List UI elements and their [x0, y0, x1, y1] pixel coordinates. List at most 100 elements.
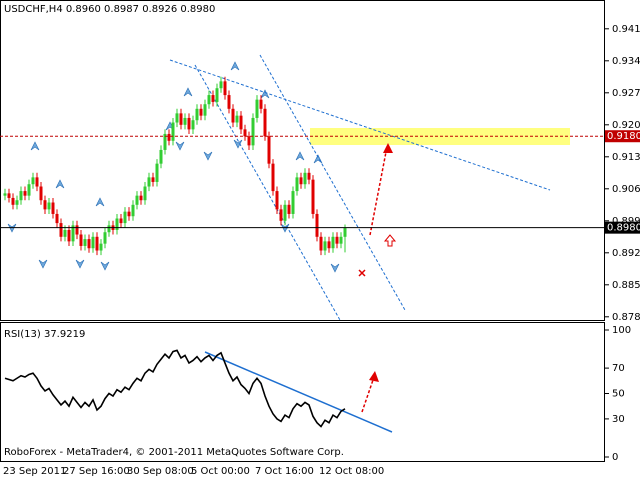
- fractals: [7, 61, 340, 273]
- candle-body: [271, 163, 275, 192]
- candle-body: [223, 81, 227, 96]
- candle-body: [319, 236, 323, 251]
- candle-body: [179, 113, 183, 125]
- candle-body: [283, 204, 287, 221]
- candle-body: [187, 117, 191, 130]
- candle-body: [267, 136, 271, 164]
- candle-body: [311, 179, 315, 214]
- fractal: [30, 141, 40, 151]
- footer: RoboForex - MetaTrader4, © 2001-2011 Met…: [4, 447, 344, 458]
- fractal: [203, 151, 213, 161]
- y-tick-label: 0: [612, 452, 618, 463]
- x-tick-label: 5 Oct 00:00: [191, 466, 250, 477]
- candle-body: [43, 200, 47, 210]
- candle-body: [247, 136, 251, 146]
- candle-body: [11, 197, 15, 205]
- price-panel: [0, 0, 605, 321]
- chart-title: USDCHF,H4 0.8960 0.8987 0.8926 0.8980: [4, 4, 215, 15]
- candle-body: [79, 234, 83, 246]
- candle-body: [47, 202, 51, 210]
- candle-body: [191, 120, 195, 130]
- fractal: [175, 141, 185, 151]
- candle-body: [339, 236, 343, 244]
- candle-body: [227, 95, 231, 109]
- candle-body: [235, 115, 239, 123]
- candle-body: [255, 99, 259, 118]
- arrow-head: [383, 143, 393, 153]
- candle-body: [279, 209, 283, 221]
- candle-body: [163, 133, 167, 150]
- candle-body: [327, 241, 331, 249]
- candle-body: [211, 95, 215, 102]
- candle-body: [83, 239, 87, 246]
- trend-line: [169, 59, 551, 191]
- candle-body: [331, 236, 335, 249]
- rsi-forecast-arrow: [361, 379, 374, 413]
- rsi-title: RSI(13) 37.9219: [4, 329, 85, 340]
- candle-body: [275, 191, 279, 210]
- fractal: [295, 151, 305, 161]
- candle-body: [215, 88, 219, 102]
- fractal: [183, 87, 193, 97]
- candle-body: [7, 193, 11, 198]
- y-tick-label: 0.8995: [612, 216, 640, 227]
- candle-body: [243, 129, 247, 137]
- candle-body: [19, 191, 23, 201]
- fractal: [38, 259, 48, 269]
- candle-body: [123, 211, 127, 224]
- candle-body: [3, 193, 7, 196]
- candle-body: [307, 172, 311, 180]
- candle-body: [119, 218, 123, 224]
- y-tick-label: 50: [612, 389, 625, 400]
- candle-body: [131, 204, 135, 217]
- candle-body: [203, 104, 207, 116]
- candle-body: [251, 117, 255, 146]
- fractal: [230, 61, 240, 71]
- y-tick-label: 100: [612, 325, 631, 336]
- trend-line: [259, 54, 406, 311]
- candle-body: [59, 223, 63, 237]
- candle-body: [291, 191, 295, 214]
- level-label: 0.9180: [607, 131, 640, 142]
- fractal: [95, 197, 105, 207]
- candle-body: [91, 236, 95, 249]
- candle-body: [199, 108, 203, 116]
- y-tick-label: 0.9065: [612, 184, 640, 195]
- candle-body: [175, 113, 179, 123]
- y-tick-label: 0.9345: [612, 56, 640, 67]
- y-tick-label: 0.9135: [612, 152, 640, 163]
- candle-body: [75, 225, 79, 235]
- y-tick-label: 70: [612, 363, 625, 374]
- candle-body: [315, 213, 319, 237]
- candle-body: [155, 163, 159, 182]
- candle-body: [147, 177, 151, 187]
- candle-body: [231, 108, 235, 123]
- candle-body: [239, 115, 243, 130]
- y-tick-label: 0.9415: [612, 24, 640, 35]
- candle-body: [103, 232, 107, 244]
- stop-mark: [358, 269, 366, 277]
- rsi-line: [4, 349, 346, 428]
- candle-body: [219, 81, 223, 89]
- candle-body: [335, 236, 339, 244]
- candle-body: [159, 149, 163, 164]
- fractal: [233, 139, 243, 149]
- y-tick-label: 0.9205: [612, 120, 640, 131]
- x-tick-label: 12 Oct 08:00: [319, 466, 384, 477]
- fractal: [330, 263, 340, 273]
- candle-body: [39, 186, 43, 201]
- candle-body: [95, 236, 99, 251]
- candle-body: [143, 186, 147, 201]
- level-box: [605, 130, 640, 143]
- candle-body: [99, 243, 103, 251]
- forecast-arrow: [369, 151, 387, 236]
- fractal: [100, 261, 110, 271]
- x-tick-label: 7 Oct 16:00: [255, 466, 314, 477]
- candle-body: [51, 202, 55, 214]
- candle-body: [127, 211, 131, 217]
- candle-body: [115, 218, 119, 230]
- candle-body: [23, 191, 27, 196]
- arrow-head: [369, 371, 379, 382]
- candle-body: [63, 229, 67, 237]
- candle-body: [195, 108, 199, 121]
